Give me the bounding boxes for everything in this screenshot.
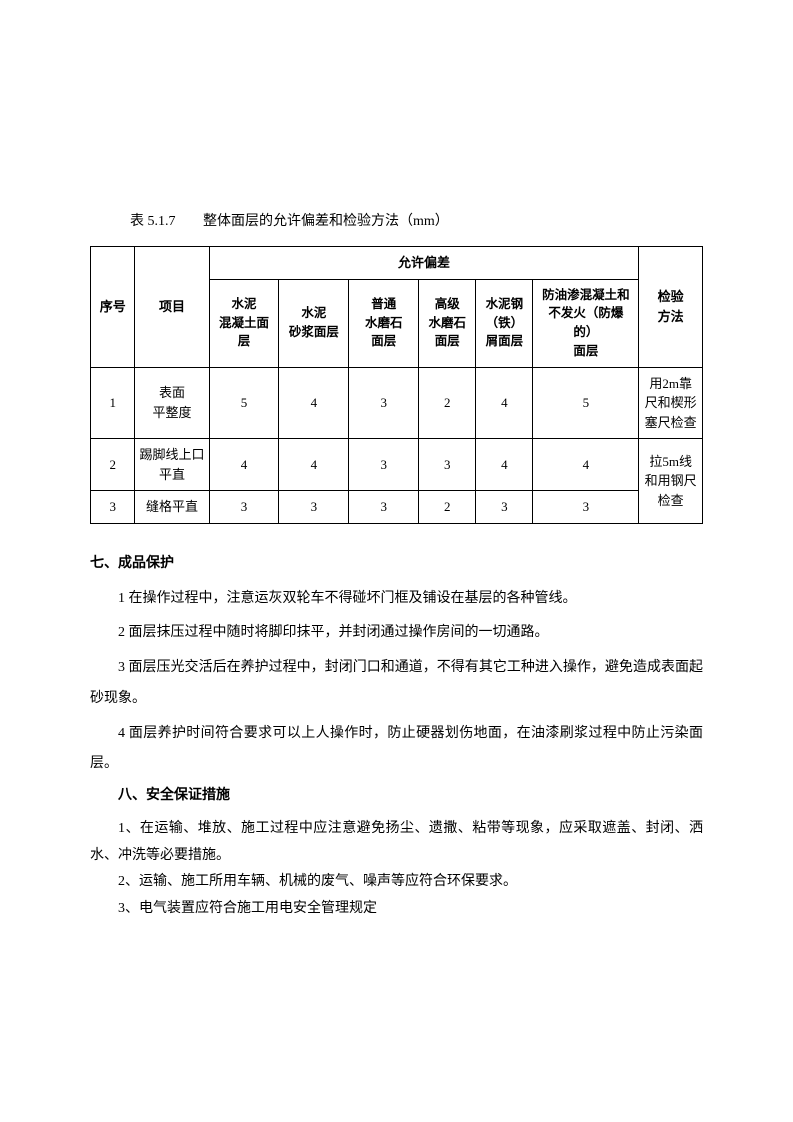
cell-val: 3 bbox=[349, 367, 419, 439]
table-row: 3 缝格平直 3 3 3 2 3 3 bbox=[91, 491, 703, 524]
cell-item: 踢脚线上口平直 bbox=[135, 439, 209, 491]
cell-val: 4 bbox=[476, 439, 533, 491]
section7-item: 4 面层养护时间符合要求可以上人操作时，防止硬器划伤地面，在油漆刷浆过程中防止污… bbox=[90, 719, 703, 781]
cell-item: 表面 平整度 bbox=[135, 367, 209, 439]
th-sub-1: 水泥 混凝土面层 bbox=[209, 279, 279, 367]
cell-seq: 1 bbox=[91, 367, 135, 439]
section8-item: 3、电气装置应符合施工用电安全管理规定 bbox=[90, 896, 703, 923]
cell-method: 用2m靠尺和楔形塞尺检查 bbox=[639, 367, 703, 439]
table-header: 序号 项目 允许偏差 检验 方法 水泥 混凝土面层 水泥 砂浆面层 普通 水磨石… bbox=[91, 247, 703, 368]
section8-heading: 八、安全保证措施 bbox=[90, 784, 703, 804]
th-tolerance-group: 允许偏差 bbox=[209, 247, 639, 280]
section7-heading: 七、成品保护 bbox=[90, 552, 703, 572]
th-item: 项目 bbox=[135, 247, 209, 368]
cell-val: 3 bbox=[419, 439, 476, 491]
cell-val: 5 bbox=[209, 367, 279, 439]
table-body: 1 表面 平整度 5 4 3 2 4 5 用2m靠尺和楔形塞尺检查 2 踢脚线上… bbox=[91, 367, 703, 523]
th-sub-2: 水泥 砂浆面层 bbox=[279, 279, 349, 367]
section8-item: 1、在运输、堆放、施工过程中应注意避免扬尘、遗撒、粘带等现象，应采取遮盖、封闭、… bbox=[90, 816, 703, 869]
cell-val: 4 bbox=[209, 439, 279, 491]
th-sub-4: 高级 水磨石面层 bbox=[419, 279, 476, 367]
cell-val: 3 bbox=[533, 491, 639, 524]
table-caption-number: 表 5.1.7 bbox=[130, 214, 176, 229]
th-sub-5: 水泥钢（铁）屑面层 bbox=[476, 279, 533, 367]
table-caption-text: 整体面层的允许偏差和检验方法（mm） bbox=[203, 214, 449, 229]
cell-val: 3 bbox=[349, 491, 419, 524]
cell-seq: 2 bbox=[91, 439, 135, 491]
section7-item: 3 面层压光交活后在养护过程中，封闭门口和通道，不得有其它工种进入操作，避免造成… bbox=[90, 653, 703, 715]
table-row: 1 表面 平整度 5 4 3 2 4 5 用2m靠尺和楔形塞尺检查 bbox=[91, 367, 703, 439]
th-sub-6: 防油渗混凝土和不发火（防爆的） 面层 bbox=[533, 279, 639, 367]
cell-val: 4 bbox=[279, 367, 349, 439]
cell-val: 5 bbox=[533, 367, 639, 439]
cell-val: 2 bbox=[419, 367, 476, 439]
cell-val: 4 bbox=[476, 367, 533, 439]
cell-val: 4 bbox=[533, 439, 639, 491]
section7-item: 1 在操作过程中，注意运灰双轮车不得碰坏门框及铺设在基层的各种管线。 bbox=[90, 584, 703, 615]
th-method: 检验 方法 bbox=[639, 247, 703, 368]
cell-item: 缝格平直 bbox=[135, 491, 209, 524]
cell-val: 3 bbox=[209, 491, 279, 524]
th-method-text: 检验 方法 bbox=[658, 289, 684, 324]
table-row: 2 踢脚线上口平直 4 4 3 3 4 4 拉5m线和用钢尺检查 bbox=[91, 439, 703, 491]
cell-val: 3 bbox=[476, 491, 533, 524]
th-seq: 序号 bbox=[91, 247, 135, 368]
section7-item: 2 面层抹压过程中随时将脚印抹平，并封闭通过操作房间的一切通路。 bbox=[90, 618, 703, 649]
cell-val: 3 bbox=[279, 491, 349, 524]
section8-item: 2、运输、施工所用车辆、机械的废气、噪声等应符合环保要求。 bbox=[90, 869, 703, 896]
tolerance-table: 序号 项目 允许偏差 检验 方法 水泥 混凝土面层 水泥 砂浆面层 普通 水磨石… bbox=[90, 246, 703, 524]
cell-method: 拉5m线和用钢尺检查 bbox=[639, 439, 703, 524]
table-caption: 表 5.1.7 整体面层的允许偏差和检验方法（mm） bbox=[130, 210, 703, 230]
cell-seq: 3 bbox=[91, 491, 135, 524]
cell-val: 3 bbox=[349, 439, 419, 491]
cell-val: 4 bbox=[279, 439, 349, 491]
th-sub-3: 普通 水磨石 面层 bbox=[349, 279, 419, 367]
document-page: 表 5.1.7 整体面层的允许偏差和检验方法（mm） 序号 项目 允许偏差 检验… bbox=[0, 0, 793, 1122]
cell-val: 2 bbox=[419, 491, 476, 524]
